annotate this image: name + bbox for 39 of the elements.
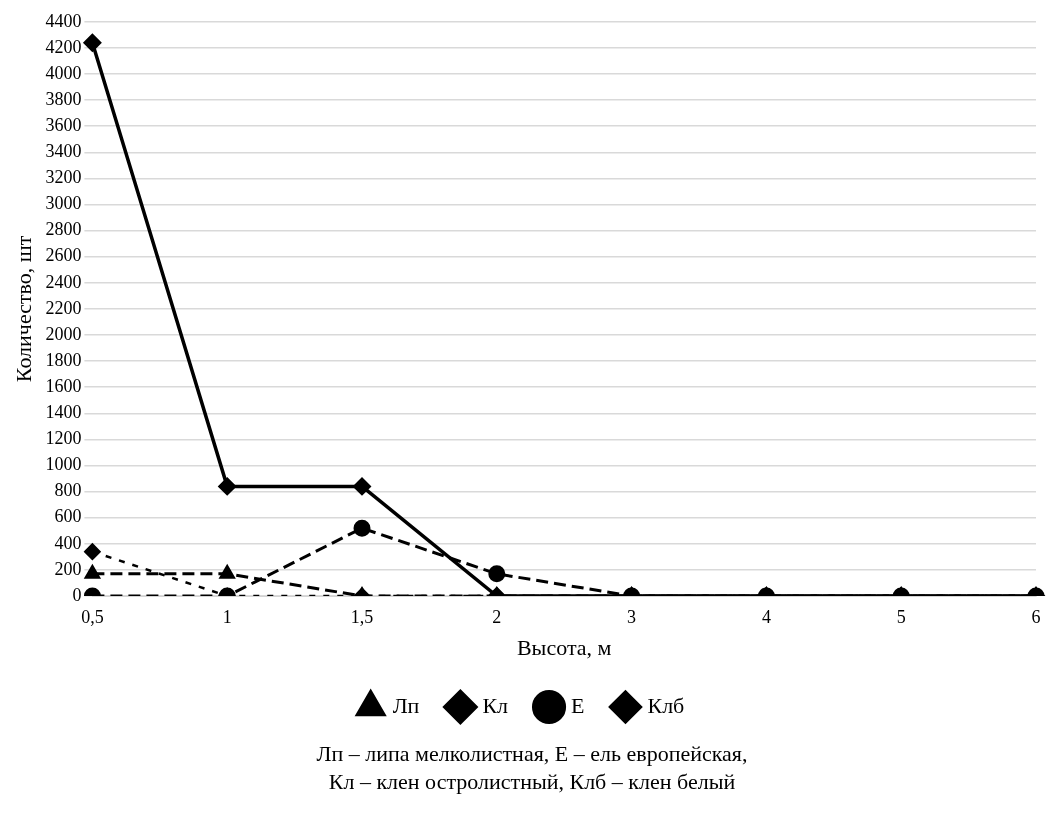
y-tick-label: 2400 bbox=[45, 271, 82, 292]
x-tick-label: 1,5 bbox=[350, 606, 374, 627]
x-tick-label: 3 bbox=[627, 606, 637, 627]
text: Кл – клен остролистный, Клб – клен белый bbox=[327, 768, 737, 796]
y-tick-label: 3800 bbox=[45, 88, 82, 109]
x-axis-title: Высота, м bbox=[516, 634, 612, 660]
y-tick-label: 3200 bbox=[45, 167, 82, 188]
legend-label: Кл bbox=[482, 692, 509, 718]
y-tick-label: 4400 bbox=[45, 10, 82, 31]
y-tick-label: 2600 bbox=[45, 245, 82, 266]
y-tick-label: 3000 bbox=[45, 193, 82, 214]
y-tick-label: 0 bbox=[72, 584, 82, 605]
y-tick-label: 600 bbox=[54, 506, 82, 527]
y-tick-label: 4200 bbox=[45, 36, 82, 57]
legend-label: Лп bbox=[392, 692, 420, 718]
x-tick-label: 2 bbox=[492, 606, 502, 627]
y-tick-label: 3600 bbox=[45, 114, 82, 135]
y-tick-label: 1600 bbox=[45, 375, 82, 396]
y-tick-label: 200 bbox=[54, 558, 82, 579]
y-tick-label: 1800 bbox=[45, 349, 82, 370]
legend-label: Е bbox=[571, 692, 585, 718]
text: Лп – липа мелколистная, Е – ель европейская, bbox=[315, 740, 749, 768]
y-tick-label: 1400 bbox=[45, 402, 82, 423]
y-tick-label: 800 bbox=[54, 480, 82, 501]
y-tick-label: 1000 bbox=[45, 454, 82, 475]
y-tick-label: 4000 bbox=[45, 62, 82, 83]
x-tick-label: 6 bbox=[1031, 606, 1041, 627]
x-tick-label: 4 bbox=[761, 606, 771, 627]
y-tick-label: 2200 bbox=[45, 297, 82, 318]
y-tick-label: 2000 bbox=[45, 323, 82, 344]
y-axis-title: Количество, шт bbox=[10, 235, 36, 383]
y-tick-label: 1200 bbox=[45, 428, 82, 449]
x-tick-label: 0,5 bbox=[81, 606, 104, 627]
y-tick-label: 400 bbox=[54, 532, 82, 553]
x-tick-label: 1 bbox=[222, 606, 232, 627]
legend-label: Клб bbox=[647, 692, 685, 718]
y-tick-label: 2800 bbox=[45, 219, 82, 240]
x-tick-label: 5 bbox=[896, 606, 906, 627]
y-tick-label: 3400 bbox=[45, 141, 82, 162]
